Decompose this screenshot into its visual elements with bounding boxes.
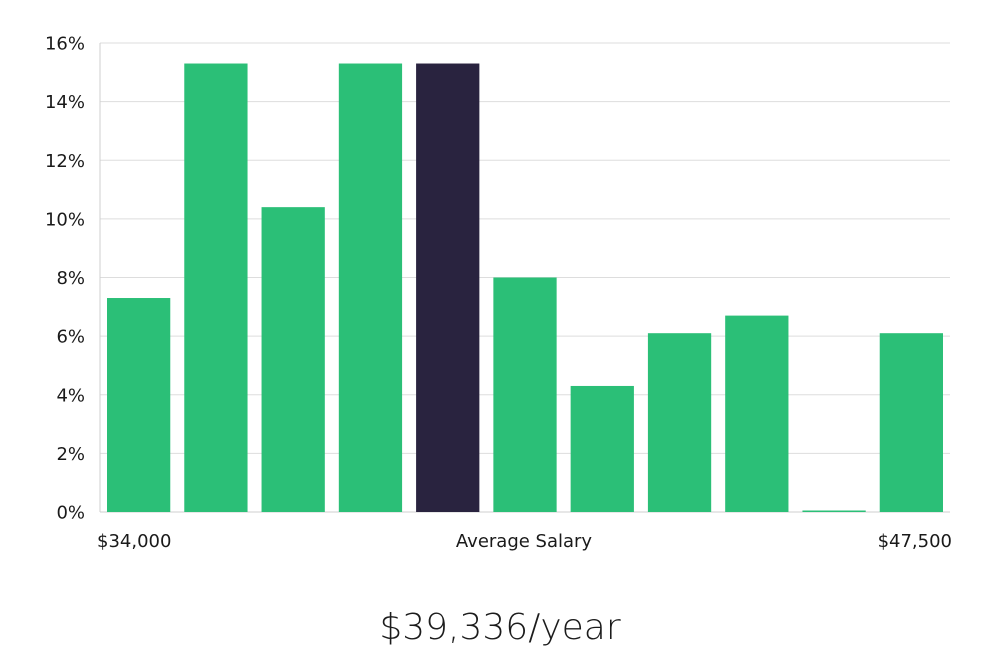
salary-distribution-chart: 0% 2% 4% 6% 8% 10% 12% 14% 16% $34,000 Average S… <box>45 34 952 553</box>
average-salary-value: $39,336/year <box>379 607 621 648</box>
y-tick-label: 6% <box>56 327 85 348</box>
bar <box>493 277 557 512</box>
bar <box>570 385 634 512</box>
y-axis-ticks: 0% 2% 4% 6% 8% 10% 12% 14% 16% <box>45 34 85 524</box>
y-tick-label: 16% <box>45 34 85 55</box>
y-tick-label: 14% <box>45 92 85 113</box>
y-tick-label: 2% <box>56 444 85 465</box>
y-tick-label: 8% <box>56 268 85 289</box>
bar-average <box>416 63 480 513</box>
bar <box>184 63 248 513</box>
x-label-max: $47,500 <box>878 531 952 552</box>
bar <box>338 63 403 513</box>
bar <box>802 510 866 512</box>
bar <box>647 333 712 512</box>
y-tick-label: 4% <box>56 385 85 406</box>
y-tick-label: 0% <box>56 503 85 524</box>
bar <box>725 315 789 512</box>
x-label-min: $34,000 <box>97 531 171 552</box>
x-axis-labels: $34,000 Average Salary $47,500 <box>97 531 952 552</box>
bar <box>261 207 325 512</box>
bars <box>107 63 943 513</box>
y-tick-label: 10% <box>45 209 85 230</box>
x-label-average: Average Salary <box>456 531 593 552</box>
y-tick-label: 12% <box>45 151 85 172</box>
bar <box>107 298 171 512</box>
bar <box>879 333 943 512</box>
